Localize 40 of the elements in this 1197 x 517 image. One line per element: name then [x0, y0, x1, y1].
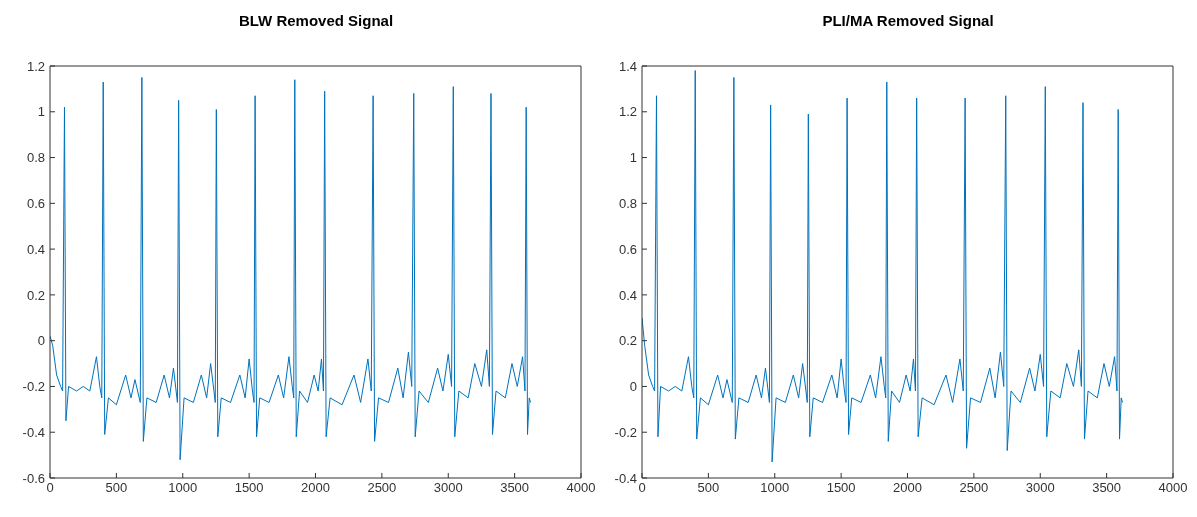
x-tick-label: 1500: [234, 480, 264, 496]
y-tick-label: 1: [629, 150, 637, 166]
y-tick-label: 0.4: [26, 241, 45, 257]
y-tick-label: -0.6: [22, 470, 45, 486]
y-tick-label: 1.2: [26, 58, 45, 74]
x-tick-label: 4000: [1158, 480, 1188, 496]
y-tick-label: 1.2: [618, 104, 637, 120]
x-tick-label: 2000: [301, 480, 330, 496]
y-tick-label: -0.4: [22, 424, 45, 440]
line-series: [50, 76, 532, 461]
y-tick-label: -0.2: [614, 424, 637, 440]
y-tick-label: 0.6: [618, 241, 637, 257]
x-tick-label: 3000: [1025, 480, 1055, 496]
x-tick-label: 500: [105, 480, 128, 496]
y-tick-label: 0.6: [26, 195, 45, 211]
y-tick-label: 0.8: [618, 195, 637, 211]
x-tick-label: 3500: [1092, 480, 1122, 496]
x-tick-label: 2500: [367, 480, 397, 496]
x-tick-label: 500: [697, 480, 720, 496]
y-tick-label: 0.4: [618, 287, 637, 303]
x-tick-label: 2500: [959, 480, 989, 496]
x-tick-label: 2000: [893, 480, 922, 496]
x-tick-label: 1000: [168, 480, 198, 496]
x-tick-label: 1000: [760, 480, 790, 496]
y-tick-label: 0.2: [26, 287, 45, 303]
x-tick-label: 3500: [500, 480, 530, 496]
y-tick-label: 0.8: [26, 150, 45, 166]
x-tick-label: 1500: [826, 480, 856, 496]
y-tick-label: -0.4: [614, 470, 637, 486]
chart-title: BLW Removed Signal: [237, 12, 395, 29]
chart-title: PLI/MA Removed Signal: [821, 12, 995, 29]
y-tick-label: -0.2: [22, 379, 45, 395]
y-tick-label: 0: [629, 379, 637, 395]
line-series: [642, 70, 1124, 463]
y-tick-label: 1: [37, 104, 45, 120]
x-tick-label: 3000: [433, 480, 463, 496]
y-tick-label: 0: [37, 333, 45, 349]
y-tick-label: 0.2: [618, 333, 637, 349]
y-tick-label: 1.4: [618, 58, 637, 74]
x-tick-label: 4000: [566, 480, 596, 496]
